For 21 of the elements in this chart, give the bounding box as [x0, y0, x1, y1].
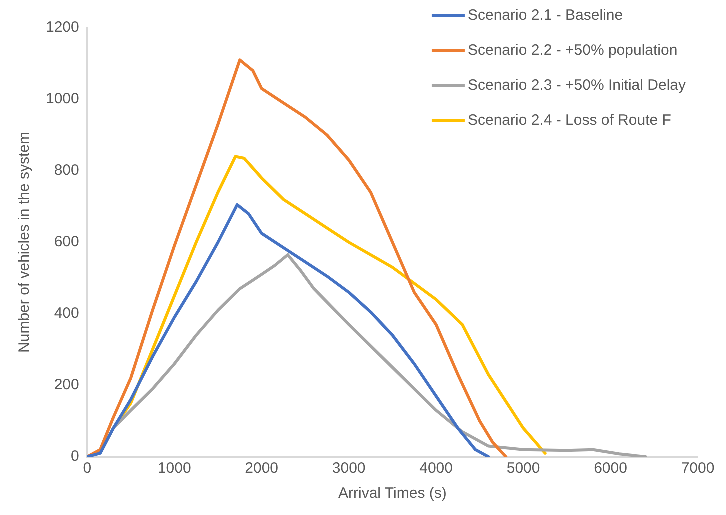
- x-tick-label: 5000: [506, 460, 540, 478]
- y-axis-title: Number of vehicles in the system: [16, 132, 34, 353]
- y-tick-label: 1200: [46, 19, 80, 36]
- y-tick-label: 400: [54, 305, 80, 322]
- legend-label: Scenario 2.1 - Baseline: [468, 7, 624, 24]
- x-tick-label: 1000: [158, 460, 192, 478]
- x-tick-label: 2000: [245, 460, 279, 478]
- legend-label: Scenario 2.4 - Loss of Route F: [468, 112, 672, 130]
- x-tick-label: 0: [83, 460, 92, 478]
- x-tick-label: 4000: [420, 460, 453, 478]
- x-tick-label: 6000: [594, 460, 628, 478]
- legend-label: Scenario 2.3 - +50% Initial Delay: [468, 77, 686, 94]
- x-axis-title: Arrival Times (s): [338, 485, 447, 502]
- x-tick-label: 3000: [332, 460, 366, 478]
- y-tick-label: 200: [54, 376, 80, 394]
- y-tick-label: 600: [54, 234, 80, 251]
- x-tick-label: 7000: [681, 460, 715, 478]
- y-tick-label: 800: [54, 162, 80, 180]
- y-tick-label: 1000: [46, 90, 80, 108]
- y-tick-label: 0: [71, 448, 80, 466]
- legend-label: Scenario 2.2 - +50% population: [468, 42, 678, 60]
